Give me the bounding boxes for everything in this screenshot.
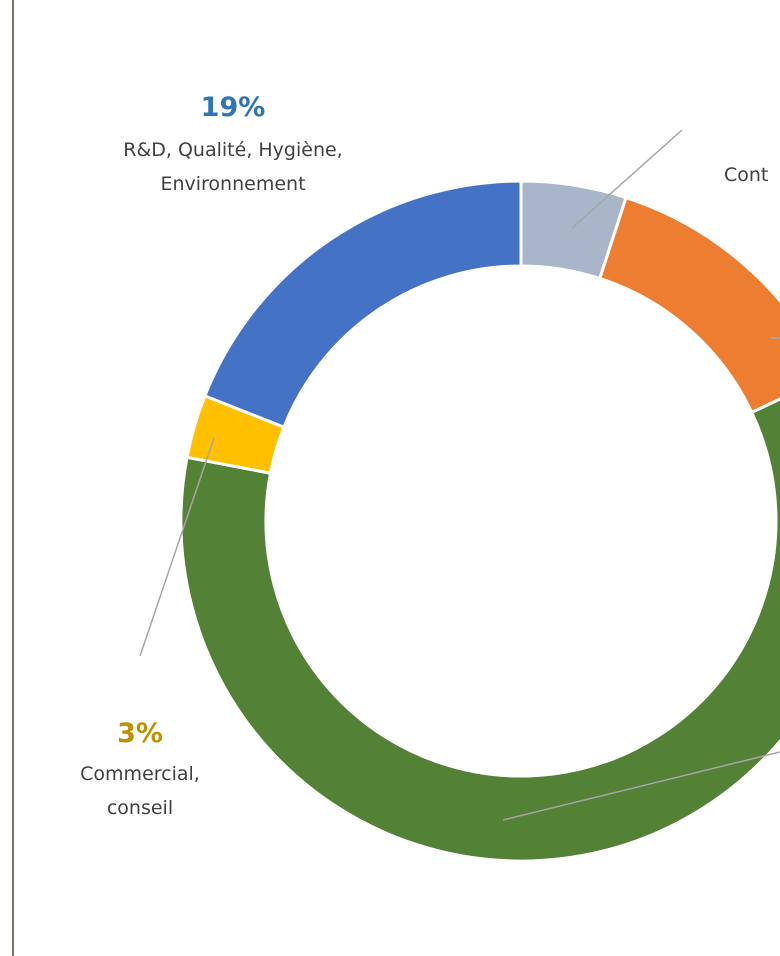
frame-border [12,0,14,956]
label-text-blue-line1: R&D, Qualité, Hygiène, [123,139,342,161]
label-pct-blue: 19% [201,92,266,123]
donut-slice-green [179,397,780,863]
label-pct-yellow: 3% [117,718,163,749]
label-text-orange: Cont [724,164,768,186]
label-text-yellow-line1: Commercial, [80,763,200,785]
donut-slice-orange [597,195,780,415]
label-text-yellow-line2: conseil [107,797,173,819]
leader-line-yellow [139,437,215,657]
leader-line-grey [571,129,683,229]
label-text-blue-line2: Environnement [160,173,305,195]
leader-lines [139,129,780,821]
donut-slices [179,179,780,863]
leader-line-green [502,751,780,821]
donut-slice-blue [202,179,523,430]
